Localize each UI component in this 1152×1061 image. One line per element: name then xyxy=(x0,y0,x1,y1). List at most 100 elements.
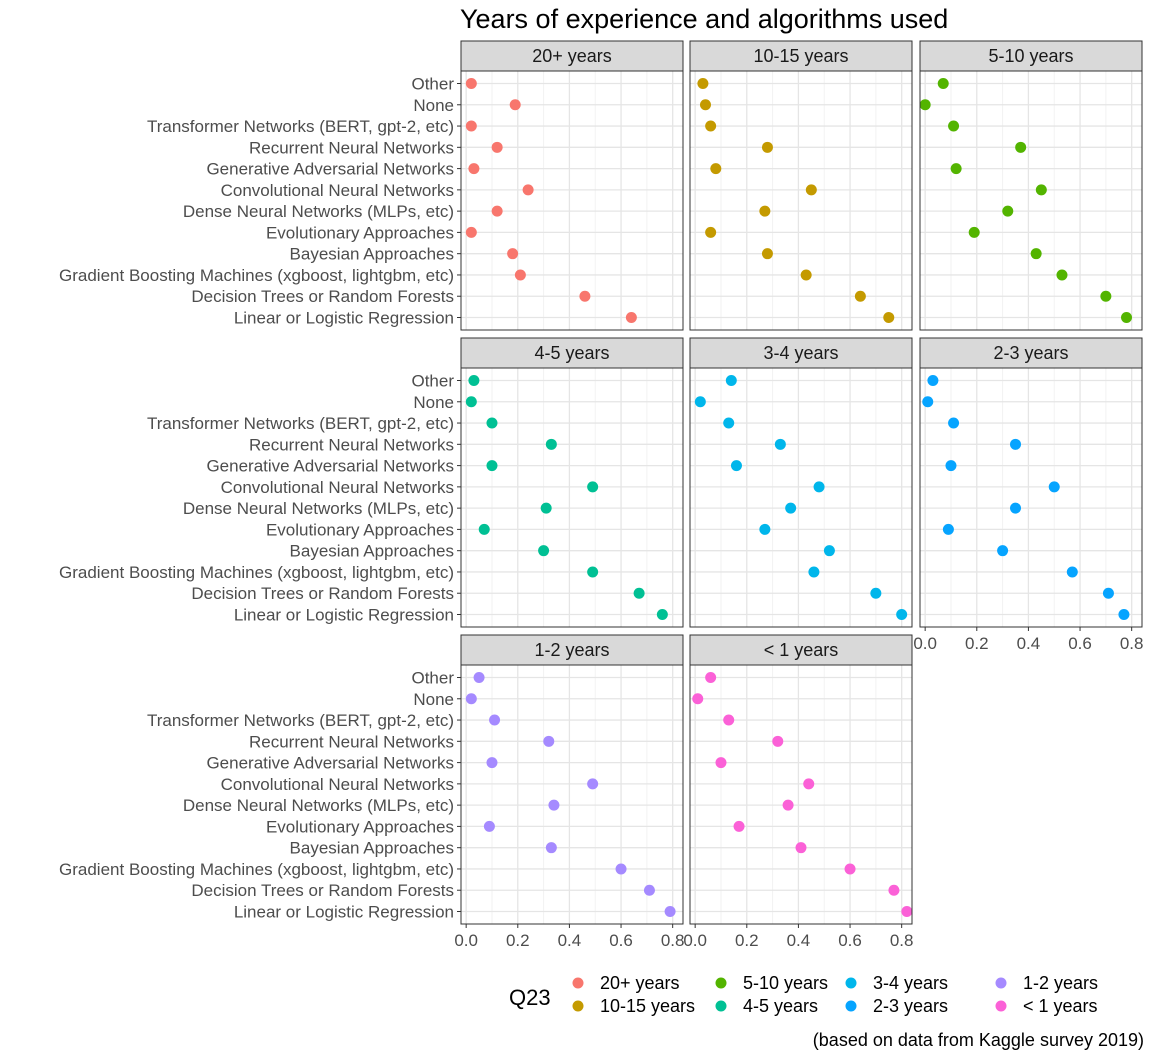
legend-item: 5-10 years xyxy=(715,973,828,993)
data-point xyxy=(813,481,825,493)
data-point xyxy=(761,141,773,153)
facet-panel: < 1 years 0.0 0.2 0.4 0.6 0.8 xyxy=(683,634,914,950)
legend-label: 1-2 years xyxy=(1023,973,1098,993)
data-point xyxy=(823,545,835,557)
panel-border xyxy=(919,367,1143,628)
data-point xyxy=(491,205,503,217)
y-tick-label: Other xyxy=(411,372,454,391)
y-tick-label: Recurrent Neural Networks xyxy=(249,732,454,751)
legend-item: 3-4 years xyxy=(845,973,948,993)
data-point xyxy=(692,693,704,705)
y-tick-label: Other xyxy=(411,669,454,688)
facet-strip-label: 10-15 years xyxy=(753,46,848,66)
y-tick-label: Convolutional Neural Networks xyxy=(221,775,454,794)
legend-label: 5-10 years xyxy=(743,973,828,993)
data-point xyxy=(486,757,498,769)
legend-item: < 1 years xyxy=(995,996,1098,1016)
x-tick-label: 0.4 xyxy=(558,931,582,950)
data-point xyxy=(782,799,794,811)
data-point xyxy=(761,248,773,260)
data-point xyxy=(579,290,591,302)
x-tick-label: 0.0 xyxy=(913,634,937,653)
facet-strip xyxy=(919,40,1143,72)
x-tick-label: 0.8 xyxy=(661,931,685,950)
x-tick-label: 0.6 xyxy=(838,931,862,950)
data-point xyxy=(483,820,495,832)
plot-background xyxy=(461,665,683,924)
data-point xyxy=(465,78,477,89)
data-point xyxy=(489,714,501,726)
y-tick-label: Linear or Logistic Regression xyxy=(234,606,454,625)
legend-swatch xyxy=(845,1000,857,1012)
data-point xyxy=(1030,248,1042,260)
data-point xyxy=(486,417,498,429)
y-tick-label: Bayesian Approaches xyxy=(290,542,454,561)
facet-panel: 1-2 years Other None Transformer Networks (… xyxy=(59,634,685,950)
facet-strip xyxy=(460,40,684,72)
legend-title: Q23 xyxy=(509,985,551,1010)
legend-item: 4-5 years xyxy=(715,996,818,1016)
y-tick-label: Generative Adversarial Networks xyxy=(206,160,454,179)
data-point xyxy=(1010,438,1022,450)
y-tick-label: Generative Adversarial Networks xyxy=(206,457,454,476)
plot-background xyxy=(690,665,912,924)
facet-strip-label: 4-5 years xyxy=(534,343,609,363)
legend-label: < 1 years xyxy=(1023,996,1098,1016)
x-tick-label: 0.2 xyxy=(506,931,530,950)
legend-item: 1-2 years xyxy=(995,973,1098,993)
y-tick-label: Dense Neural Networks (MLPs, etc) xyxy=(183,202,454,221)
facet-panel: 2-3 years 0.0 0.2 0.4 0.6 0.8 xyxy=(913,337,1144,653)
facet-strip xyxy=(460,634,684,666)
y-tick-label: Recurrent Neural Networks xyxy=(249,435,454,454)
data-point xyxy=(896,609,908,620)
legend-label: 4-5 years xyxy=(743,996,818,1016)
data-point xyxy=(937,78,949,89)
panel-border xyxy=(460,367,684,628)
data-point xyxy=(800,269,812,281)
x-tick-label: 0.8 xyxy=(890,931,914,950)
data-point xyxy=(540,502,552,514)
x-tick-label: 0.0 xyxy=(454,931,478,950)
data-point xyxy=(950,163,962,175)
data-point xyxy=(509,99,521,111)
y-tick-label: Transformer Networks (BERT, gpt-2, etc) xyxy=(147,711,454,730)
data-point xyxy=(465,120,477,132)
y-tick-label: None xyxy=(413,690,454,709)
data-point xyxy=(942,523,954,535)
data-point xyxy=(968,226,980,238)
plot-background xyxy=(920,368,1142,627)
data-point xyxy=(1048,481,1060,493)
data-point xyxy=(1100,290,1112,302)
y-tick-label: Transformer Networks (BERT, gpt-2, etc) xyxy=(147,117,454,136)
data-point xyxy=(465,226,477,238)
data-point xyxy=(545,842,557,854)
x-tick-label: 0.4 xyxy=(787,931,811,950)
data-point xyxy=(1066,566,1078,578)
panel-border xyxy=(460,664,684,925)
data-point xyxy=(883,312,895,323)
y-tick-label: Decision Trees or Random Forests xyxy=(191,287,454,306)
data-point xyxy=(759,205,771,217)
data-point xyxy=(805,184,817,196)
x-tick-label: 0.4 xyxy=(1017,634,1041,653)
y-tick-label: Dense Neural Networks (MLPs, etc) xyxy=(183,499,454,518)
data-point xyxy=(694,396,706,408)
legend: Q23 20+ years 10-15 years 5-10 years 4-5 yea… xyxy=(509,973,1098,1016)
data-point xyxy=(1015,141,1027,153)
data-point xyxy=(870,587,882,599)
legend-swatch xyxy=(715,977,727,989)
data-point xyxy=(1002,205,1014,217)
x-tick-label: 0.8 xyxy=(1120,634,1144,653)
y-tick-label: Evolutionary Approaches xyxy=(266,223,454,242)
data-point xyxy=(774,438,786,450)
x-tick-label: 0.6 xyxy=(609,931,633,950)
data-point xyxy=(522,184,534,196)
y-tick-label: Recurrent Neural Networks xyxy=(249,138,454,157)
y-tick-label: Gradient Boosting Machines (xgboost, lig… xyxy=(59,563,454,582)
data-point xyxy=(710,163,722,175)
data-point xyxy=(615,863,627,875)
data-point xyxy=(697,78,709,89)
y-tick-label: Decision Trees or Random Forests xyxy=(191,881,454,900)
data-point xyxy=(725,375,737,386)
data-point xyxy=(491,141,503,153)
